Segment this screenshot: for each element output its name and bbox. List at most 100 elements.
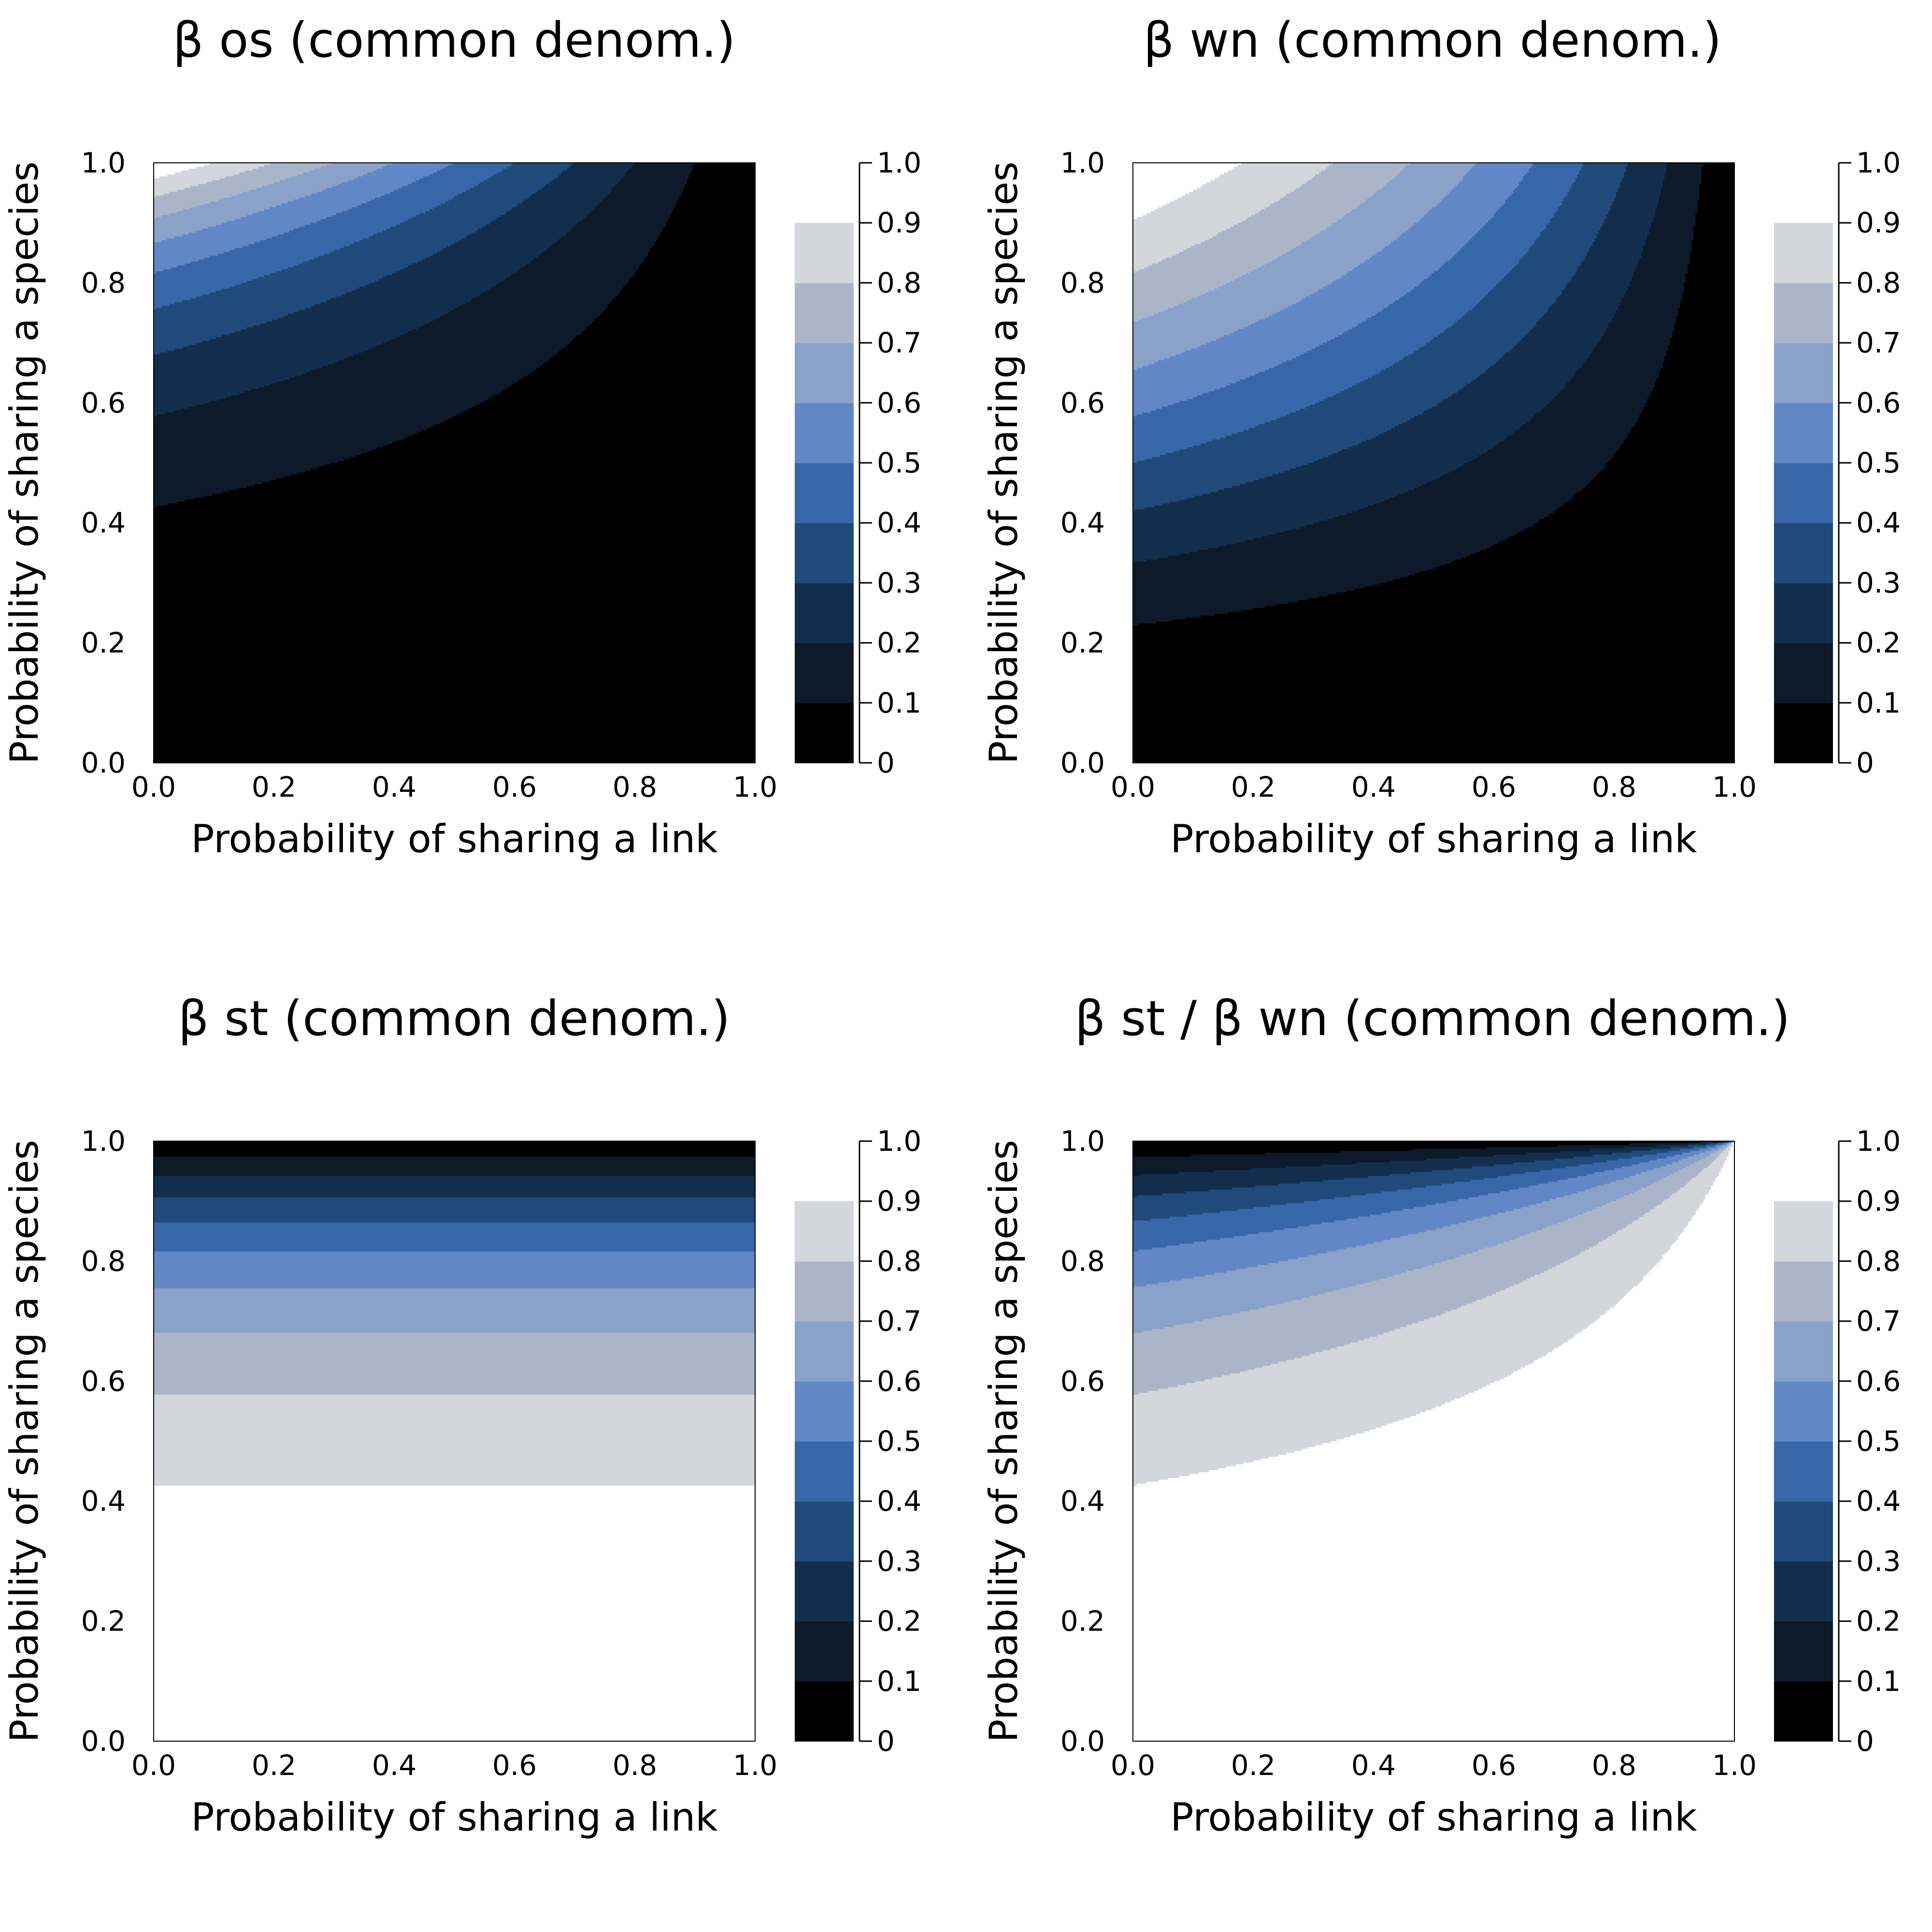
contour-band xyxy=(1133,496,1196,499)
contour-band xyxy=(497,217,585,220)
contour-band xyxy=(1657,1153,1683,1155)
contour-band xyxy=(1594,238,1648,241)
contour-band xyxy=(1402,232,1477,235)
contour-band xyxy=(1414,488,1584,490)
contour-band xyxy=(154,1216,755,1219)
contour-band xyxy=(1133,498,1188,501)
contour-band xyxy=(1534,325,1609,328)
contour-band xyxy=(154,1379,755,1382)
contour-band xyxy=(1193,397,1328,400)
contour-band xyxy=(198,184,269,186)
contour-band xyxy=(1639,414,1734,417)
contour-band xyxy=(1133,346,1198,349)
contour-band xyxy=(1327,397,1448,400)
contour-band xyxy=(1348,329,1446,332)
contour-band xyxy=(367,172,434,175)
contour-band xyxy=(1133,1478,1169,1481)
contour-band xyxy=(1336,1249,1479,1252)
contour-band xyxy=(1451,395,1557,398)
contour-band xyxy=(256,188,327,190)
contour-band xyxy=(1641,254,1690,257)
contour-band xyxy=(154,348,176,351)
contour-band xyxy=(1162,205,1270,208)
colorbar-tick-label: 0.4 xyxy=(877,506,921,539)
contour-band xyxy=(1133,290,1209,293)
contour-band xyxy=(1567,1218,1638,1221)
contour-band xyxy=(1133,708,1734,711)
contour-band xyxy=(1445,196,1510,199)
contour-band xyxy=(311,223,401,226)
contour-band xyxy=(1558,393,1652,396)
contour-band xyxy=(1300,354,1409,357)
contour-band xyxy=(154,1646,755,1649)
contour-band xyxy=(154,629,755,632)
contour-band xyxy=(1133,1334,1378,1337)
contour-band xyxy=(504,213,589,216)
contour-band xyxy=(154,722,755,725)
contour-band xyxy=(1133,1377,1213,1380)
contour-band xyxy=(154,1201,755,1204)
contour-band xyxy=(1133,172,1225,175)
contour-band xyxy=(470,188,543,190)
contour-band xyxy=(1670,343,1734,345)
contour-band xyxy=(154,532,755,535)
contour-band xyxy=(454,196,531,199)
contour-band xyxy=(154,585,755,587)
contour-band xyxy=(1401,1236,1520,1239)
contour-band xyxy=(1389,498,1572,501)
colorbar: 00.10.20.30.40.50.60.70.80.91.0 xyxy=(1774,1125,1901,1758)
contour-band xyxy=(299,310,451,313)
contour-band xyxy=(1346,273,1432,276)
contour-band xyxy=(1639,416,1734,419)
contour-band xyxy=(154,1394,755,1397)
contour-band xyxy=(627,283,755,286)
contour-band xyxy=(1133,312,1159,315)
contour-band xyxy=(316,368,537,371)
contour-band xyxy=(1278,1361,1533,1364)
contour-band xyxy=(491,176,558,179)
contour-band xyxy=(1631,1164,1667,1167)
contour-band xyxy=(154,755,755,758)
contour-band xyxy=(1612,203,1658,206)
contour-band xyxy=(1133,1216,1171,1219)
contour-band xyxy=(1624,439,1734,442)
contour-band xyxy=(316,221,404,224)
contour-band xyxy=(1133,310,1165,313)
contour-band xyxy=(188,344,377,347)
contour-band xyxy=(1313,460,1469,463)
contour-band xyxy=(293,229,387,231)
contour-band xyxy=(1639,1282,1734,1285)
contour-band xyxy=(1276,418,1411,421)
contour-band xyxy=(154,437,404,440)
colorbar-swatch xyxy=(795,702,854,763)
contour-band xyxy=(429,174,494,177)
contour-band xyxy=(1511,269,1578,272)
contour-band xyxy=(1383,431,1514,434)
contour-band xyxy=(1133,1515,1734,1517)
contour-band xyxy=(1548,223,1603,226)
contour-band xyxy=(1133,610,1242,613)
contour-band xyxy=(1649,1211,1696,1214)
contour-band xyxy=(1133,648,1734,651)
contour-band xyxy=(171,267,288,270)
contour-band xyxy=(1513,1284,1638,1287)
contour-band xyxy=(644,258,755,260)
contour-band xyxy=(1133,439,1213,442)
contour-band xyxy=(594,319,755,322)
contour-band xyxy=(154,232,189,235)
x-axis-label: Probability of sharing a link xyxy=(1170,1795,1697,1840)
contour-band xyxy=(1133,1201,1304,1204)
contour-band xyxy=(1531,1232,1617,1235)
contour-band xyxy=(359,240,459,243)
contour-band xyxy=(1133,1387,1169,1389)
contour-band xyxy=(1224,488,1415,490)
contour-band xyxy=(479,402,755,405)
contour-band xyxy=(1695,215,1734,218)
contour-band xyxy=(1686,1184,1714,1187)
contour-band xyxy=(1418,1321,1595,1324)
contour-band xyxy=(154,190,178,192)
contour-band xyxy=(1612,319,1677,322)
contour-band xyxy=(1133,1517,1734,1519)
contour-band xyxy=(1620,182,1663,185)
contour-band xyxy=(1201,344,1320,347)
